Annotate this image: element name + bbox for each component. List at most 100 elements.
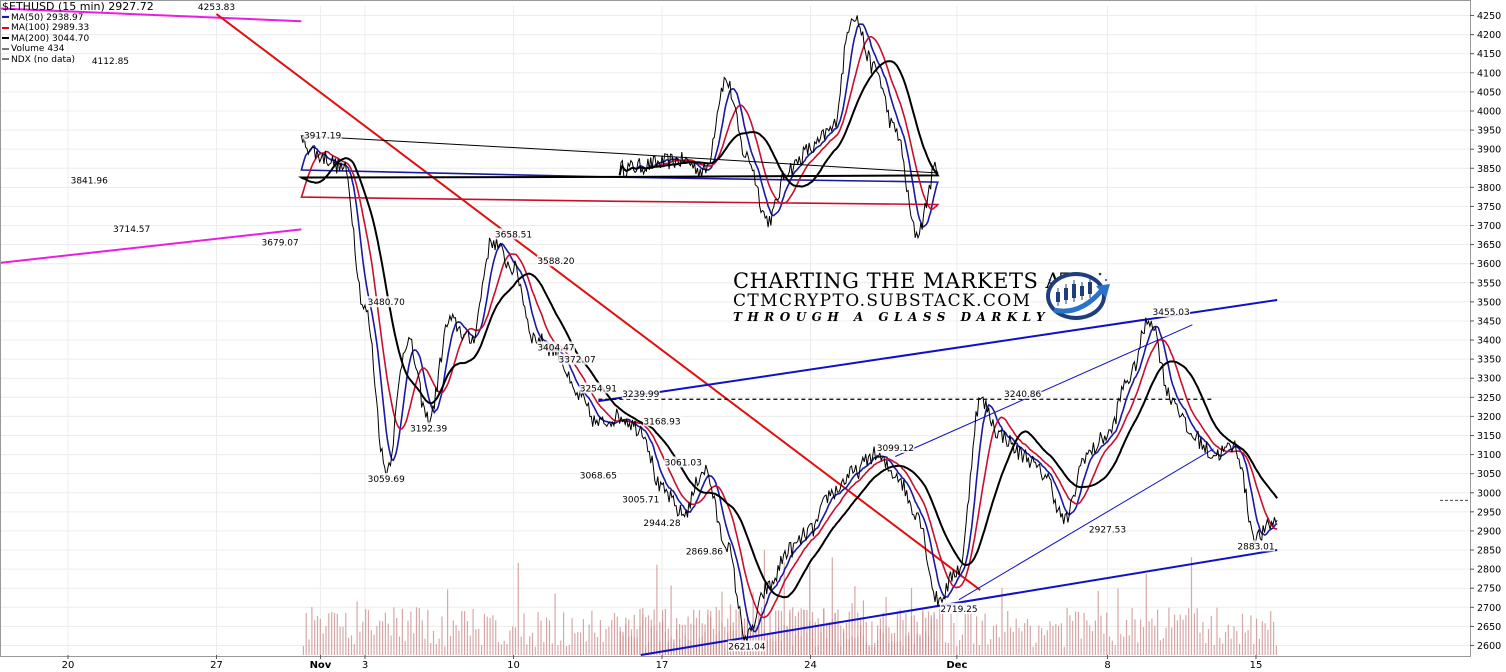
- x-tick-label: 8: [1104, 660, 1110, 671]
- volume-bar: [1228, 625, 1229, 655]
- y-tick-label: 2600: [1477, 641, 1501, 652]
- volume-bar: [1106, 613, 1107, 656]
- volume-bar: [529, 636, 530, 655]
- volume-bar: [863, 636, 864, 655]
- volume-bar: [990, 639, 991, 655]
- volume-bar: [982, 621, 983, 655]
- volume-bar: [1055, 624, 1056, 655]
- volume-bar: [334, 613, 335, 655]
- volume-bar: [1129, 635, 1130, 655]
- volume-bar: [540, 621, 541, 655]
- volume-bar: [325, 626, 326, 655]
- volume-bar: [631, 636, 632, 655]
- volume-bar: [914, 615, 915, 655]
- volume-bar: [936, 619, 937, 655]
- volume-bar: [1177, 620, 1178, 655]
- moving-averages: [301, 24, 1277, 632]
- y-tick-label: 3150: [1477, 431, 1501, 442]
- volume-bar: [331, 612, 332, 655]
- volume-bar: [1265, 623, 1266, 655]
- y-tick-label: 3650: [1477, 240, 1501, 251]
- volume-bar: [682, 625, 683, 655]
- volume-bar: [1256, 619, 1257, 655]
- volume-bar: [962, 635, 963, 655]
- volume-bar: [1140, 619, 1141, 655]
- volume-bar: [323, 633, 324, 655]
- volume-bar: [823, 608, 824, 655]
- volume-bar: [843, 633, 844, 656]
- volume-bar: [953, 623, 954, 655]
- volume-bar: [1095, 621, 1096, 656]
- volume-bar: [699, 610, 700, 655]
- volume-bar: [951, 608, 952, 655]
- legend-item: MA(200) 3044.70: [2, 34, 154, 45]
- volume-bar: [311, 607, 312, 655]
- volume-bar: [484, 614, 485, 655]
- volume-bar: [1081, 639, 1082, 656]
- volume-bar: [704, 625, 705, 656]
- annotation-label: 3168.93: [643, 417, 680, 427]
- volume-bar: [368, 610, 369, 655]
- volume-bar: [1092, 631, 1093, 655]
- volume-bar: [1205, 643, 1206, 655]
- volume-bar: [490, 618, 491, 655]
- annotation-label: 4253.83: [198, 3, 235, 13]
- volume-bar: [1143, 627, 1144, 655]
- volume-bar: [357, 602, 358, 656]
- volume-bar: [818, 618, 819, 655]
- y-tick-label: 3950: [1477, 126, 1501, 137]
- volume-bar: [391, 636, 392, 655]
- legend-item: MA(50) 2938.97: [2, 13, 154, 24]
- volume-bar: [1245, 633, 1246, 656]
- volume-bar: [945, 642, 946, 655]
- volume-bar: [662, 610, 663, 655]
- volume-bar: [891, 641, 892, 655]
- volume-bar: [591, 611, 592, 655]
- volume-bar: [359, 632, 360, 655]
- chart-grid: [0, 6, 1470, 655]
- volume-bar: [767, 640, 768, 655]
- y-tick-label: 4000: [1477, 106, 1501, 117]
- volume-bar: [1126, 620, 1127, 655]
- volume-bar: [605, 629, 606, 655]
- volume-bar: [555, 594, 556, 656]
- volume-bar: [665, 609, 666, 655]
- volume-bar: [956, 646, 957, 655]
- volume-bar: [979, 645, 980, 655]
- volume-bar: [478, 629, 479, 655]
- volume-bar: [772, 642, 773, 656]
- volume-bar: [538, 612, 539, 655]
- annotation-label: 2719.25: [940, 605, 977, 615]
- volume-bar: [388, 624, 389, 655]
- volume-bar: [696, 646, 697, 655]
- ma200-line: [301, 61, 1277, 597]
- volume-bar: [1199, 633, 1200, 655]
- volume-bar: [342, 627, 343, 655]
- volume-bar: [1259, 639, 1260, 655]
- y-tick-label: 4150: [1477, 49, 1501, 60]
- volume-bar: [852, 603, 853, 655]
- y-tick-label: 3900: [1477, 145, 1501, 156]
- volume-bar: [1242, 614, 1243, 655]
- volume-bar: [1038, 625, 1039, 655]
- annotation-label: 3841.96: [71, 176, 108, 186]
- y-tick-label: 4100: [1477, 68, 1501, 79]
- volume-bar: [563, 612, 564, 655]
- volume-bar: [1010, 628, 1011, 656]
- volume-bar: [407, 621, 408, 655]
- legend-item: Volume 434: [2, 44, 154, 55]
- volume-bar: [523, 614, 524, 656]
- watermark-line3: THROUGH A GLASS DARKLY: [733, 310, 1075, 325]
- volume-bar: [1233, 626, 1234, 655]
- volume-bar: [719, 610, 720, 655]
- volume-bar: [973, 643, 974, 655]
- volume-bar: [1236, 631, 1237, 655]
- volume-bar: [608, 627, 609, 655]
- y-tick-label: 3300: [1477, 374, 1501, 385]
- annotation-label: 2621.04: [728, 642, 765, 652]
- volume-bar: [826, 638, 827, 655]
- volume-bar: [654, 610, 655, 655]
- volume-bar: [857, 637, 858, 655]
- volume-bar: [405, 641, 406, 655]
- volume-bar: [897, 642, 898, 655]
